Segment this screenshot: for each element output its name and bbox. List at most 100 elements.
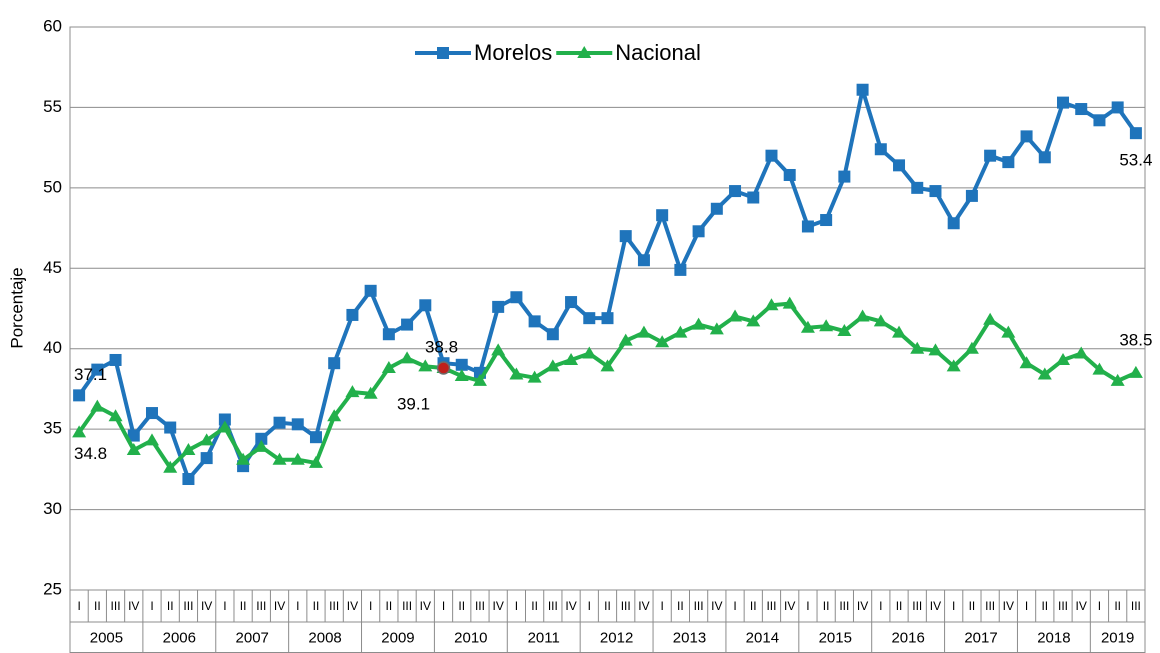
x-tick-label: II — [1114, 599, 1121, 613]
marker — [401, 318, 414, 331]
marker — [127, 429, 140, 442]
x-tick-label: III — [839, 599, 849, 613]
marker — [710, 202, 723, 215]
marker — [855, 309, 870, 322]
marker — [837, 324, 852, 337]
marker — [545, 359, 560, 372]
legend-marker — [577, 46, 592, 58]
marker — [893, 159, 906, 172]
marker — [1056, 352, 1071, 365]
x-tick-label: IV — [1003, 599, 1014, 613]
legend-label: Nacional — [615, 40, 701, 65]
marker — [1074, 346, 1089, 359]
marker — [1111, 101, 1124, 114]
marker — [200, 452, 213, 465]
x-tick-label: I — [733, 599, 736, 613]
x-tick-label: III — [329, 599, 339, 613]
x-tick-label: III — [766, 599, 776, 613]
marker — [601, 312, 614, 325]
marker — [1110, 373, 1125, 386]
marker — [765, 149, 778, 162]
marker — [1020, 130, 1033, 143]
x-tick-label: I — [77, 599, 80, 613]
y-tick-label: 60 — [43, 16, 62, 35]
x-tick-label: III — [183, 599, 193, 613]
marker — [655, 335, 670, 348]
x-tick-label: III — [402, 599, 412, 613]
marker — [873, 314, 888, 327]
marker — [309, 431, 322, 444]
x-tick-label: II — [604, 599, 611, 613]
x-tick-label: III — [621, 599, 631, 613]
marker — [800, 320, 815, 333]
x-tick-label: III — [256, 599, 266, 613]
x-tick-label: II — [167, 599, 174, 613]
marker — [291, 418, 304, 431]
marker — [911, 181, 924, 194]
marker — [272, 452, 287, 465]
marker — [600, 359, 615, 372]
legend-marker — [437, 47, 449, 59]
year-label: 2010 — [454, 629, 487, 646]
marker — [308, 455, 323, 468]
marker — [181, 443, 196, 456]
x-tick-label: IV — [420, 599, 431, 613]
marker — [1038, 151, 1051, 164]
x-tick-label: III — [111, 599, 121, 613]
y-tick-label: 30 — [43, 499, 62, 518]
x-tick-label: I — [296, 599, 299, 613]
marker — [327, 409, 342, 422]
x-tick-label: I — [223, 599, 226, 613]
x-tick-label: IV — [711, 599, 722, 613]
marker — [328, 357, 341, 370]
year-label: 2014 — [746, 629, 779, 646]
marker — [782, 296, 797, 309]
marker — [838, 170, 851, 183]
y-tick-label: 50 — [43, 177, 62, 196]
x-tick-label: III — [985, 599, 995, 613]
marker — [345, 385, 360, 398]
marker — [637, 254, 650, 267]
x-tick-label: I — [515, 599, 518, 613]
marker — [928, 343, 943, 356]
marker — [72, 425, 87, 438]
marker — [564, 352, 579, 365]
x-tick-label: IV — [784, 599, 795, 613]
marker — [290, 452, 305, 465]
year-label: 2005 — [90, 629, 123, 646]
x-tick-label: II — [531, 599, 538, 613]
marker — [218, 413, 231, 426]
marker — [455, 358, 468, 371]
x-tick-label: IV — [274, 599, 285, 613]
x-tick-label: III — [475, 599, 485, 613]
x-tick-label: II — [823, 599, 830, 613]
x-tick-label: II — [896, 599, 903, 613]
x-tick-label: IV — [930, 599, 941, 613]
marker — [636, 325, 651, 338]
marker — [964, 341, 979, 354]
plot-frame — [69, 26, 1146, 591]
marker — [510, 291, 523, 304]
marker — [819, 319, 834, 332]
marker — [182, 473, 195, 486]
x-tick-label: II — [969, 599, 976, 613]
year-label: 2018 — [1037, 629, 1070, 646]
marker — [254, 439, 269, 452]
year-label: 2015 — [819, 629, 852, 646]
marker — [582, 346, 597, 359]
y-tick-label: 40 — [43, 338, 62, 357]
marker — [418, 359, 433, 372]
marker — [946, 359, 961, 372]
series-line — [77, 301, 1137, 470]
x-tick-label: II — [1041, 599, 1048, 613]
marker — [363, 386, 378, 399]
marker — [163, 460, 178, 473]
x-tick-label: I — [952, 599, 955, 613]
marker — [1057, 96, 1070, 109]
marker — [73, 389, 86, 402]
marker — [382, 328, 395, 341]
marker — [929, 185, 942, 198]
marker — [820, 214, 833, 227]
x-tick-label: II — [240, 599, 247, 613]
